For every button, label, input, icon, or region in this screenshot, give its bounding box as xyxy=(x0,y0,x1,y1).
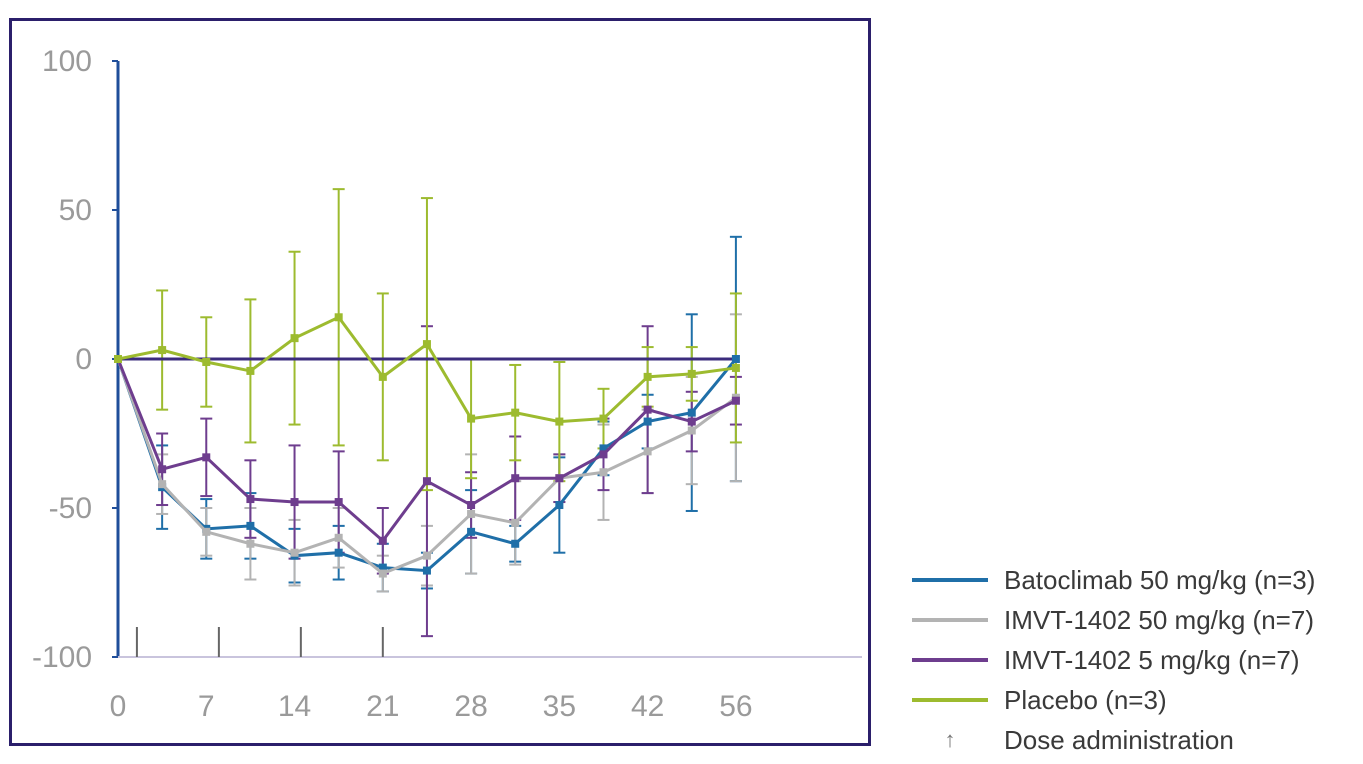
data-point xyxy=(599,414,608,423)
data-point xyxy=(687,426,696,435)
data-point xyxy=(643,417,652,426)
data-point xyxy=(158,465,167,474)
data-point xyxy=(731,355,740,363)
data-point xyxy=(334,498,343,507)
y-tick-label: -100 xyxy=(32,641,92,674)
legend-item-imvt-5: IMVT-1402 5 mg/kg (n=7) xyxy=(912,640,1362,680)
data-point xyxy=(467,509,476,518)
data-point xyxy=(687,408,696,417)
data-point xyxy=(378,372,387,381)
x-tick-label: 35 xyxy=(543,690,576,723)
data-point xyxy=(422,566,431,575)
data-point xyxy=(599,444,608,453)
legend-label-imvt-5: IMVT-1402 5 mg/kg (n=7) xyxy=(1004,644,1300,675)
data-point xyxy=(158,346,167,355)
data-point xyxy=(378,536,387,545)
legend-swatch-imvt-50 xyxy=(912,618,988,622)
data-point xyxy=(731,396,740,405)
data-point xyxy=(202,453,211,462)
y-tick-label: 50 xyxy=(59,194,92,227)
data-point xyxy=(511,474,520,483)
data-point xyxy=(599,468,608,477)
data-point xyxy=(290,498,299,507)
x-tick-label: 21 xyxy=(366,690,399,723)
legend-item-dose: ↑ Dose administration xyxy=(912,720,1362,760)
legend-swatch-batoclimab xyxy=(912,578,988,582)
x-tick-label: 7 xyxy=(198,690,215,723)
data-point xyxy=(467,527,476,536)
x-tick-label: 0 xyxy=(110,690,127,723)
data-point xyxy=(555,474,564,483)
legend-label-imvt-50: IMVT-1402 50 mg/kg (n=7) xyxy=(1004,604,1314,635)
x-tick-label: 28 xyxy=(454,690,487,723)
data-point xyxy=(687,369,696,378)
legend-item-batoclimab: Batoclimab 50 mg/kg (n=3) xyxy=(912,560,1362,600)
data-point xyxy=(643,372,652,381)
data-point xyxy=(555,501,564,510)
legend-label-placebo: Placebo (n=3) xyxy=(1004,684,1167,715)
legend-item-placebo: Placebo (n=3) xyxy=(912,680,1362,720)
x-tick-label: 56 xyxy=(719,690,752,723)
data-point xyxy=(246,495,255,504)
data-point xyxy=(246,539,255,548)
data-point xyxy=(555,417,564,426)
data-point xyxy=(378,563,387,572)
data-point xyxy=(687,417,696,426)
data-point xyxy=(202,357,211,366)
data-point xyxy=(599,450,608,459)
legend-label-dose: Dose administration xyxy=(1004,724,1234,755)
data-point xyxy=(643,405,652,414)
x-tick-label: 42 xyxy=(631,690,664,723)
data-point xyxy=(511,408,520,417)
plot-frame xyxy=(9,18,871,746)
data-point xyxy=(467,414,476,423)
data-point xyxy=(643,447,652,456)
x-tick-label: 14 xyxy=(278,690,311,723)
data-point xyxy=(114,355,122,363)
data-point xyxy=(334,313,343,322)
data-point xyxy=(731,363,740,372)
data-point xyxy=(511,539,520,548)
data-point xyxy=(378,569,387,578)
legend-item-imvt-50: IMVT-1402 50 mg/kg (n=7) xyxy=(912,600,1362,640)
legend-swatch-imvt-5 xyxy=(912,658,988,662)
data-point xyxy=(422,551,431,560)
data-point xyxy=(422,340,431,349)
legend-label-batoclimab: Batoclimab 50 mg/kg (n=3) xyxy=(1004,564,1316,595)
data-point xyxy=(246,366,255,375)
dose-marker-icon: ↑ xyxy=(944,727,956,752)
data-point xyxy=(334,548,343,557)
data-point xyxy=(511,518,520,527)
y-tick-label: 0 xyxy=(75,343,92,376)
data-point xyxy=(202,527,211,536)
data-point xyxy=(290,548,299,557)
y-tick-label: -50 xyxy=(49,492,92,525)
data-point xyxy=(422,477,431,486)
data-point xyxy=(467,501,476,510)
data-point xyxy=(246,521,255,530)
data-point xyxy=(290,334,299,343)
data-point xyxy=(334,533,343,542)
data-point xyxy=(158,480,167,489)
legend: Batoclimab 50 mg/kg (n=3) IMVT-1402 50 m… xyxy=(912,560,1362,760)
y-tick-label: 100 xyxy=(42,45,92,78)
legend-swatch-placebo xyxy=(912,698,988,702)
